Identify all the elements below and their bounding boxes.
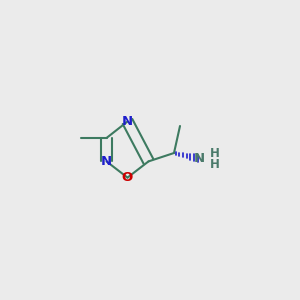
Text: H: H [210,158,219,172]
Text: N: N [194,152,205,166]
Text: H: H [210,147,219,160]
Text: O: O [122,171,133,184]
Text: N: N [101,155,112,168]
Text: N: N [122,115,133,128]
